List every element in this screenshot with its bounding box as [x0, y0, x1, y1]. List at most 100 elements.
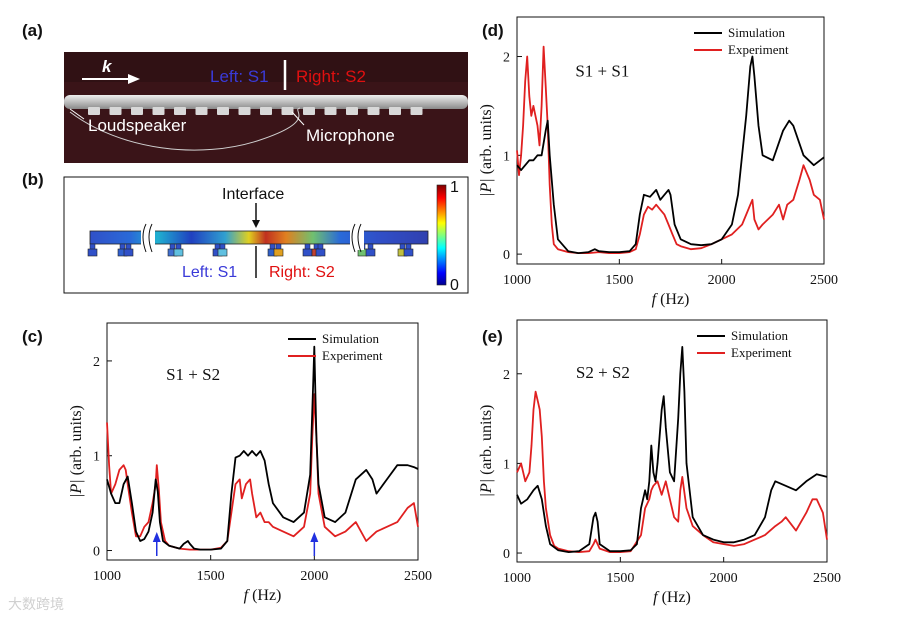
x-tick-label: 1000 [93, 569, 121, 584]
x-axis-label: f (Hz) [244, 587, 282, 604]
y-tick-label: 0 [93, 545, 100, 560]
photo-stub [152, 107, 165, 115]
panel-b-label: (b) [22, 170, 44, 189]
y-tick-label: 1 [503, 149, 510, 164]
photo-stub [367, 107, 380, 115]
legend-label: Simulation [731, 328, 789, 343]
combination-annotation: S1 + S1 [575, 61, 629, 80]
panel-c-label: (c) [22, 327, 43, 346]
series-line-simulation [516, 55, 825, 255]
series-line-experiment [516, 390, 828, 553]
series-line-simulation [516, 345, 828, 553]
y-tick-label: 0 [503, 248, 510, 263]
interface-label: Interface [222, 186, 284, 203]
photo-left-label: Left: S1 [210, 67, 269, 86]
legend-label: Simulation [728, 25, 786, 40]
panel-e-label: (e) [482, 327, 503, 346]
x-tick-label: 2500 [813, 571, 841, 586]
x-tick-label: 1500 [197, 569, 225, 584]
x-tick-label: 2500 [404, 569, 432, 584]
y-tick-label: 2 [503, 368, 510, 383]
simulation-field: Interface Left: S1 Right: S2 1 0 [63, 176, 469, 294]
legend-label: Experiment [731, 345, 792, 360]
y-axis-label: |P| (arb. units) [478, 104, 495, 197]
resonator-cavity [273, 248, 284, 257]
photo-stub [346, 107, 358, 115]
colorbar-min: 0 [450, 277, 459, 294]
plot-frame [106, 322, 419, 561]
waveguide-rod [64, 95, 468, 109]
resonator-cavity [315, 248, 326, 257]
photo-stub [109, 107, 122, 115]
y-axis-label: |P| (arb. units) [478, 405, 495, 498]
watermark: 大数跨境 [8, 597, 64, 613]
resonator-cavity [302, 248, 313, 257]
sim-left-label: Left: S1 [182, 264, 237, 281]
wave-arrow-icon [128, 74, 140, 84]
plot-frame [516, 16, 825, 265]
panel-d-label: (d) [482, 21, 504, 40]
microphone-cable [69, 107, 301, 151]
chart-panel-c: 1000 1500 2000 2500 0 1 2 f (Hz) |P| (arb. units… [68, 322, 432, 604]
combination-annotation: S2 + S2 [576, 363, 630, 382]
resonator-cavity [403, 248, 414, 257]
photo-stub [389, 107, 401, 115]
photo-stub [131, 107, 143, 115]
x-tick-label: 2000 [708, 273, 736, 288]
series-line-experiment [516, 45, 825, 255]
resonator-cavity [357, 248, 368, 257]
resonator-stubs [88, 107, 423, 115]
photo-stub [303, 107, 315, 115]
resonator-cavity [365, 248, 376, 257]
panel-a-label: (a) [22, 21, 43, 40]
series-line-experiment [106, 393, 419, 551]
y-tick-label: 1 [503, 457, 510, 472]
x-tick-label: 1500 [605, 273, 633, 288]
colorbar-max: 1 [450, 179, 459, 196]
x-axis-label: f (Hz) [652, 291, 690, 308]
photo-stub [174, 107, 186, 115]
wave-vector-label: k [102, 57, 113, 76]
x-tick-label: 1000 [503, 571, 531, 586]
y-tick-label: 2 [503, 51, 510, 66]
interface-arrow-icon [252, 220, 260, 228]
field-resonators [87, 243, 414, 257]
legend-label: Experiment [728, 42, 789, 57]
x-axis-label: f (Hz) [653, 589, 691, 606]
resonator-cavity [217, 248, 228, 257]
plot-frame [516, 319, 828, 563]
photo-setup: k Left: S1 Right: S2 Loudspeaker Microph… [64, 52, 468, 163]
chart-panel-d: 1000 1500 2000 2500 0 1 2 f (Hz) |P| (arb. units… [478, 16, 838, 308]
microphone-label: Microphone [306, 126, 395, 145]
photo-stub [195, 107, 208, 115]
resonator-cavity [87, 248, 98, 257]
resonator-cavity [173, 248, 184, 257]
resonator-cavity [123, 248, 134, 257]
x-tick-label: 2500 [810, 273, 838, 288]
x-tick-label: 2000 [300, 569, 328, 584]
photo-stub [410, 107, 423, 115]
x-tick-label: 1000 [503, 273, 531, 288]
colorbar [436, 184, 447, 286]
resonance-arrowhead-icon [152, 532, 161, 542]
photo-stub [260, 107, 272, 115]
x-tick-label: 1500 [606, 571, 634, 586]
field-waveguide [89, 230, 429, 245]
y-tick-label: 0 [503, 547, 510, 562]
photo-stub [88, 107, 100, 115]
photo-stub [217, 107, 229, 115]
y-axis-label: |P| (arb. units) [68, 405, 85, 498]
y-tick-label: 2 [93, 355, 100, 370]
photo-right-label: Right: S2 [296, 67, 366, 86]
resonance-arrowhead-icon [310, 532, 319, 542]
legend-label: Simulation [322, 331, 380, 346]
sim-right-label: Right: S2 [269, 264, 335, 281]
series-line-simulation [106, 345, 419, 551]
x-tick-label: 2000 [710, 571, 738, 586]
photo-stub [281, 107, 294, 115]
photo-stub [238, 107, 251, 115]
y-tick-label: 1 [93, 450, 100, 465]
chart-panel-e: 1000 1500 2000 2500 0 1 2 f (Hz) |P| (arb. units… [478, 319, 841, 606]
legend-label: Experiment [322, 348, 383, 363]
